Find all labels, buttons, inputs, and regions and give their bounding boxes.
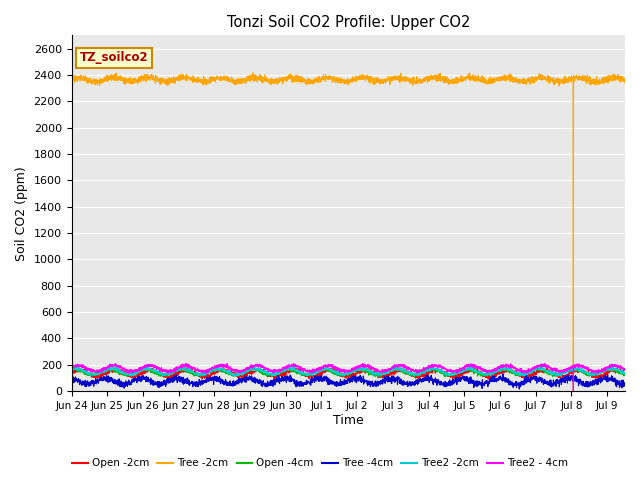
Tree -2cm bbox=[280, 74, 288, 80]
Tree2 - 4cm bbox=[304, 369, 312, 374]
Open -2cm bbox=[611, 366, 618, 372]
Open -4cm bbox=[131, 370, 138, 376]
Tree -4cm bbox=[515, 386, 523, 392]
Open -2cm bbox=[164, 373, 172, 379]
Tree2 -2cm bbox=[557, 374, 565, 380]
Tree2 - 4cm bbox=[551, 367, 559, 372]
Tree2 - 4cm bbox=[570, 388, 577, 394]
Tree -2cm bbox=[68, 79, 76, 84]
Open -4cm bbox=[611, 368, 618, 373]
Line: Tree -4cm: Tree -4cm bbox=[72, 374, 625, 389]
Tree -2cm bbox=[304, 81, 312, 86]
Open -2cm bbox=[131, 374, 139, 380]
Tree2 -2cm bbox=[611, 367, 618, 372]
Tree2 - 4cm bbox=[611, 363, 618, 369]
Tree -4cm bbox=[499, 371, 507, 377]
Open -2cm bbox=[68, 369, 76, 375]
Tree2 -2cm bbox=[427, 363, 435, 369]
Open -4cm bbox=[621, 371, 629, 377]
Tree2 - 4cm bbox=[131, 368, 138, 373]
Open -2cm bbox=[304, 372, 312, 378]
Line: Tree2 - 4cm: Tree2 - 4cm bbox=[72, 363, 625, 391]
Title: Tonzi Soil CO2 Profile: Upper CO2: Tonzi Soil CO2 Profile: Upper CO2 bbox=[227, 15, 470, 30]
Open -4cm bbox=[164, 372, 172, 377]
Line: Open -4cm: Open -4cm bbox=[72, 367, 625, 377]
Open -4cm bbox=[304, 372, 312, 378]
Line: Open -2cm: Open -2cm bbox=[72, 367, 625, 380]
Tree -2cm bbox=[131, 80, 138, 85]
Tree -4cm bbox=[621, 383, 629, 388]
Tree -4cm bbox=[304, 380, 312, 385]
Tree -4cm bbox=[68, 374, 76, 380]
Tree -4cm bbox=[164, 377, 172, 383]
Legend: Open -2cm, Tree -2cm, Open -4cm, Tree -4cm, Tree2 -2cm, Tree2 - 4cm: Open -2cm, Tree -2cm, Open -4cm, Tree -4… bbox=[68, 454, 572, 472]
Tree2 - 4cm bbox=[164, 369, 172, 374]
Tree -2cm bbox=[551, 77, 559, 83]
Tree2 -2cm bbox=[164, 372, 172, 377]
Open -4cm bbox=[280, 366, 287, 372]
Tree -4cm bbox=[611, 377, 618, 383]
Tree2 -2cm bbox=[304, 372, 312, 378]
Tree -2cm bbox=[249, 70, 257, 76]
Y-axis label: Soil CO2 (ppm): Soil CO2 (ppm) bbox=[15, 166, 28, 261]
Tree2 - 4cm bbox=[280, 365, 287, 371]
Tree -4cm bbox=[131, 375, 138, 381]
Tree2 - 4cm bbox=[621, 366, 629, 372]
Tree -2cm bbox=[570, 388, 577, 394]
Open -2cm bbox=[551, 370, 559, 376]
Open -2cm bbox=[280, 372, 288, 377]
Line: Tree2 -2cm: Tree2 -2cm bbox=[72, 366, 625, 377]
Open -2cm bbox=[271, 377, 278, 383]
Text: TZ_soilco2: TZ_soilco2 bbox=[80, 51, 148, 64]
Tree2 - 4cm bbox=[68, 364, 76, 370]
Tree2 -2cm bbox=[68, 366, 76, 372]
X-axis label: Time: Time bbox=[333, 414, 364, 427]
Tree -4cm bbox=[551, 380, 559, 385]
Open -4cm bbox=[377, 374, 385, 380]
Tree -2cm bbox=[164, 78, 172, 84]
Open -4cm bbox=[571, 364, 579, 370]
Tree2 -2cm bbox=[280, 367, 287, 372]
Open -4cm bbox=[551, 372, 559, 377]
Tree2 -2cm bbox=[551, 370, 559, 376]
Tree2 - 4cm bbox=[290, 360, 298, 366]
Tree -2cm bbox=[611, 75, 618, 81]
Open -2cm bbox=[106, 364, 114, 370]
Tree -4cm bbox=[280, 375, 287, 381]
Line: Tree -2cm: Tree -2cm bbox=[72, 73, 625, 391]
Open -4cm bbox=[68, 367, 76, 373]
Tree2 -2cm bbox=[621, 371, 629, 377]
Tree -2cm bbox=[621, 79, 629, 85]
Open -2cm bbox=[621, 371, 629, 377]
Tree2 -2cm bbox=[131, 371, 138, 377]
